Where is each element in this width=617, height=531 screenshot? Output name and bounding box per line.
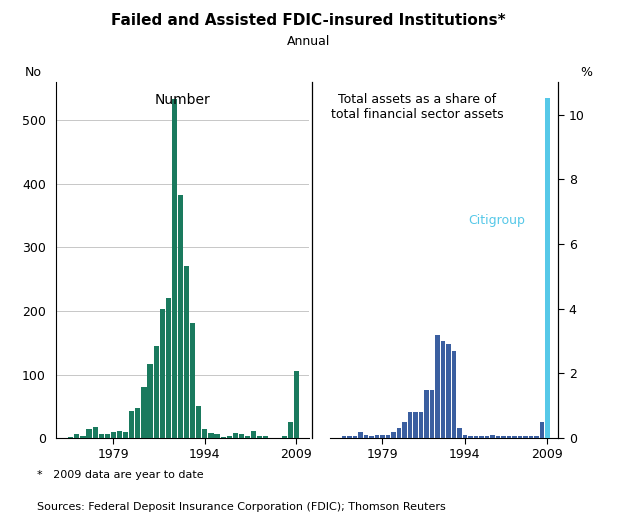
Bar — [288, 422, 293, 438]
Bar — [501, 436, 506, 438]
Bar — [441, 341, 445, 438]
Bar — [111, 432, 116, 438]
Bar — [190, 323, 195, 438]
Bar — [347, 436, 352, 438]
Bar — [135, 408, 141, 438]
Bar — [294, 371, 299, 438]
Bar — [391, 432, 395, 438]
Text: Failed and Assisted FDIC-insured Institutions*: Failed and Assisted FDIC-insured Institu… — [111, 13, 506, 28]
Text: %: % — [581, 66, 592, 79]
Bar — [251, 431, 256, 438]
Bar — [369, 436, 374, 438]
Bar — [239, 434, 244, 438]
Bar — [363, 435, 368, 438]
Bar — [375, 435, 379, 438]
Bar — [539, 422, 544, 438]
Bar — [380, 435, 384, 438]
Bar — [452, 351, 456, 438]
Bar — [413, 412, 418, 438]
Bar — [342, 436, 346, 438]
Text: Total assets as a share of
total financial sector assets: Total assets as a share of total financi… — [331, 93, 503, 121]
Bar — [435, 335, 440, 438]
Bar — [407, 412, 412, 438]
Bar — [529, 436, 533, 438]
Bar — [479, 436, 484, 438]
Bar — [468, 436, 473, 438]
Bar — [446, 344, 450, 438]
Bar — [484, 436, 489, 438]
Bar — [147, 364, 152, 438]
Bar — [534, 436, 539, 438]
Bar — [209, 433, 213, 438]
Text: *   2009 data are year to date: * 2009 data are year to date — [37, 470, 204, 480]
Bar — [402, 422, 407, 438]
Bar — [490, 435, 495, 438]
Bar — [507, 436, 511, 438]
Bar — [123, 432, 128, 438]
Bar — [463, 435, 467, 438]
Bar — [352, 436, 357, 438]
Bar — [263, 435, 268, 438]
Bar — [495, 436, 500, 438]
Text: No: No — [25, 66, 42, 79]
Bar — [184, 266, 189, 438]
Bar — [281, 436, 287, 438]
Bar — [518, 436, 522, 438]
Bar — [386, 435, 390, 438]
Bar — [99, 434, 104, 438]
Bar — [86, 429, 92, 438]
Bar — [154, 346, 159, 438]
Bar — [93, 427, 97, 438]
Bar — [358, 432, 363, 438]
Bar — [74, 434, 80, 438]
Text: Sources: Federal Deposit Insurance Corporation (FDIC); Thomson Reuters: Sources: Federal Deposit Insurance Corpo… — [37, 502, 445, 512]
Text: Citigroup: Citigroup — [468, 214, 525, 227]
Bar — [160, 309, 165, 438]
Bar — [202, 429, 207, 438]
Bar — [457, 429, 462, 438]
Bar — [473, 436, 478, 438]
Bar — [397, 429, 401, 438]
Bar — [166, 298, 171, 438]
Bar — [141, 387, 146, 438]
Bar — [105, 434, 110, 438]
Bar — [172, 99, 177, 438]
Bar — [545, 98, 550, 438]
Bar — [129, 412, 135, 438]
Bar — [512, 436, 516, 438]
Bar — [196, 406, 201, 438]
Bar — [80, 435, 86, 438]
Text: Annual: Annual — [287, 35, 330, 47]
Bar — [117, 431, 122, 438]
Bar — [424, 390, 429, 438]
Bar — [418, 412, 423, 438]
Bar — [178, 195, 183, 438]
Bar — [257, 436, 262, 438]
Bar — [233, 433, 238, 438]
Text: Number: Number — [154, 93, 210, 107]
Bar — [226, 436, 232, 438]
Bar — [245, 435, 250, 438]
Bar — [429, 390, 434, 438]
Bar — [523, 436, 528, 438]
Bar — [215, 434, 220, 438]
